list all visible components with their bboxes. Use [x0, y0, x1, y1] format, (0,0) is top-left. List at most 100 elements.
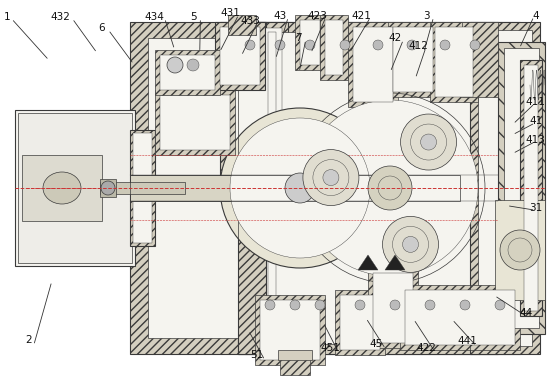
Bar — [295, 15, 325, 70]
Bar — [155, 90, 235, 155]
Bar — [148, 38, 502, 338]
Polygon shape — [385, 255, 405, 270]
Text: 31: 31 — [529, 203, 542, 212]
Text: 41: 41 — [529, 116, 542, 126]
Circle shape — [245, 40, 255, 50]
Bar — [130, 130, 155, 246]
Text: 51: 51 — [250, 350, 263, 360]
Bar — [215, 22, 265, 90]
Bar — [335, 290, 385, 355]
Circle shape — [440, 40, 450, 50]
Bar — [400, 285, 520, 350]
Text: 431: 431 — [220, 8, 240, 18]
Text: 421: 421 — [352, 11, 372, 21]
Bar — [226, 28, 282, 171]
Bar — [340, 295, 380, 350]
Bar — [255, 295, 325, 365]
Text: 432: 432 — [50, 12, 70, 22]
Text: 434: 434 — [144, 12, 164, 22]
Text: 423: 423 — [307, 11, 327, 21]
Bar — [238, 22, 266, 354]
Circle shape — [305, 40, 315, 50]
Text: 4: 4 — [532, 11, 539, 21]
Bar — [462, 22, 498, 97]
Circle shape — [220, 108, 380, 268]
Circle shape — [303, 150, 359, 206]
Text: 433: 433 — [241, 16, 261, 26]
Text: 6: 6 — [98, 23, 105, 33]
Circle shape — [390, 300, 400, 310]
Circle shape — [460, 300, 470, 310]
Text: 422: 422 — [416, 343, 436, 353]
Bar — [130, 175, 460, 201]
Bar — [498, 42, 545, 334]
Circle shape — [407, 40, 417, 50]
Bar — [368, 268, 418, 348]
Bar — [348, 22, 398, 107]
Bar — [353, 27, 393, 102]
Bar — [100, 182, 185, 194]
Bar — [320, 15, 348, 80]
Text: 3: 3 — [423, 11, 430, 21]
Bar — [238, 22, 498, 354]
Bar — [130, 175, 460, 201]
Circle shape — [315, 300, 325, 310]
Circle shape — [265, 300, 275, 310]
Text: 44: 44 — [519, 308, 533, 318]
Bar — [373, 273, 413, 343]
Bar — [495, 200, 545, 300]
Circle shape — [500, 230, 540, 270]
Circle shape — [230, 118, 370, 258]
Text: 2: 2 — [26, 335, 32, 345]
Circle shape — [495, 300, 505, 310]
Text: 7: 7 — [295, 33, 302, 43]
Circle shape — [187, 59, 199, 71]
Circle shape — [382, 216, 438, 272]
Circle shape — [373, 40, 383, 50]
Bar — [130, 22, 520, 354]
Text: 411: 411 — [526, 97, 546, 107]
Bar — [100, 179, 116, 197]
Text: 5: 5 — [190, 12, 196, 22]
Circle shape — [425, 300, 435, 310]
Bar — [18, 113, 132, 263]
Bar — [393, 27, 433, 92]
Bar — [228, 15, 256, 35]
Text: 43: 43 — [274, 11, 287, 21]
Text: 451: 451 — [320, 343, 340, 353]
Bar — [388, 22, 438, 97]
Circle shape — [340, 40, 350, 50]
Bar — [268, 32, 276, 344]
Bar — [278, 350, 312, 360]
Bar — [15, 110, 135, 266]
Bar — [520, 60, 542, 316]
Bar — [220, 27, 260, 85]
Bar — [478, 30, 532, 346]
Circle shape — [470, 40, 480, 50]
Text: 441: 441 — [457, 337, 477, 346]
Text: 413: 413 — [526, 135, 546, 145]
Circle shape — [167, 57, 183, 73]
Bar — [300, 20, 320, 65]
Polygon shape — [358, 255, 378, 270]
Bar — [504, 48, 539, 328]
Bar — [435, 27, 473, 97]
Bar — [430, 22, 478, 102]
Bar — [133, 133, 152, 243]
Text: 42: 42 — [388, 33, 402, 43]
Bar — [524, 65, 538, 311]
Bar — [22, 155, 102, 221]
Bar — [405, 290, 515, 345]
Circle shape — [275, 40, 285, 50]
Circle shape — [355, 300, 365, 310]
Text: 1: 1 — [3, 12, 10, 22]
Bar — [160, 55, 215, 90]
Circle shape — [285, 173, 315, 203]
Text: 45: 45 — [370, 339, 383, 349]
Bar — [155, 50, 220, 95]
Ellipse shape — [43, 172, 81, 204]
Bar — [160, 95, 230, 150]
Circle shape — [302, 100, 478, 276]
Circle shape — [323, 170, 339, 186]
Text: 412: 412 — [408, 41, 428, 51]
